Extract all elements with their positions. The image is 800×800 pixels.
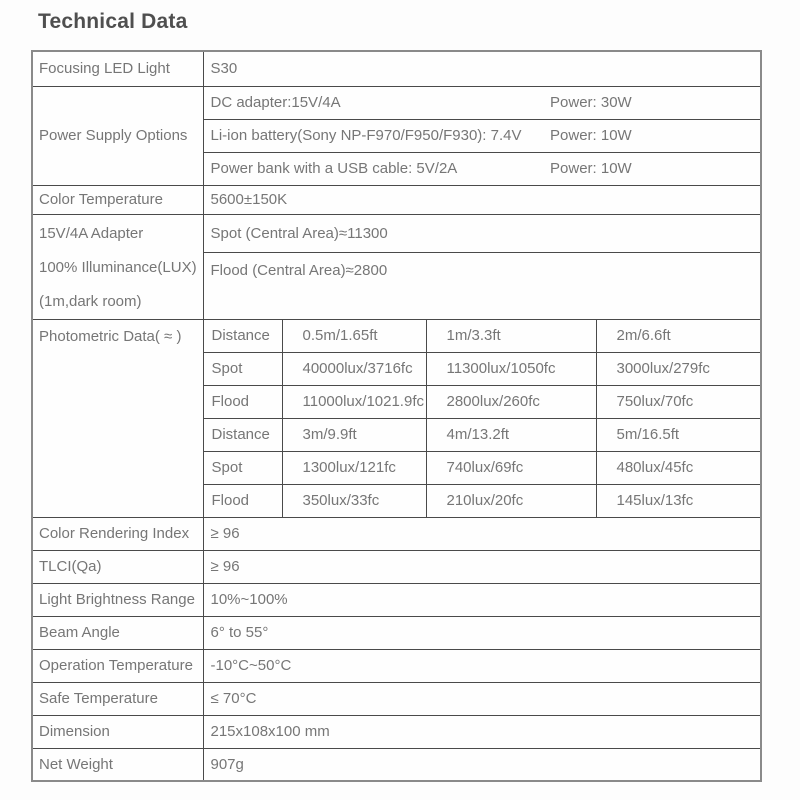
power-option-row: Li-ion battery(Sony NP-F970/F950/F930): … [211,127,761,144]
photometric-cell: 2800lux/260fc [425,384,597,419]
row-value-flood-central: Flood (Central Area)≈2800 [202,251,762,320]
row-label-illuminance: 15V/4A Adapter 100% Illuminance(LUX) (1m… [31,213,204,320]
row-label-brightness-range: Light Brightness Range [31,582,204,617]
power-option-wattage: Power: 30W [550,94,632,111]
table-row: TLCI(Qa) ≥ 96 [31,549,762,584]
row-value-brightness-range: 10%~100% [202,582,762,617]
table-row: Photometric Data( ≈ ) Distance 0.5m/1.65… [31,318,762,518]
illuminance-label-line1: 15V/4A Adapter [39,224,144,242]
photometric-head: Spot [202,450,283,485]
power-option-row: DC adapter:15V/4A Power: 30W [211,94,761,111]
photometric-cell: 350lux/33fc [281,483,427,518]
row-label-color-temperature: Color Temperature [31,184,204,215]
table-row: 15V/4A Adapter 100% Illuminance(LUX) (1m… [31,213,762,320]
photometric-cell: 210lux/20fc [425,483,597,518]
row-label-safe-temperature: Safe Temperature [31,681,204,716]
row-label-net-weight: Net Weight [31,747,204,782]
power-option-desc: Power bank with a USB cable: 5V/2A [210,160,458,177]
table-row: Power Supply Options DC adapter:15V/4A P… [31,85,762,186]
row-label-photometric: Photometric Data( ≈ ) [31,318,204,518]
photometric-head: Flood [202,483,283,518]
row-value-spot-central: Spot (Central Area)≈11300 [202,213,762,253]
photometric-cell: 750lux/70fc [595,384,762,419]
table-row: Power bank with a USB cable: 5V/2A Power… [32,151,762,186]
row-label-power-supply: Power Supply Options [31,85,204,186]
row-value-net-weight: 907g [202,747,762,782]
power-option-desc: Li-ion battery(Sony NP-F970/F950/F930): … [210,127,522,144]
row-label-cri: Color Rendering Index [31,516,204,551]
photometric-cell: 40000lux/3716fc [281,351,427,386]
power-option-cell: Li-ion battery(Sony NP-F970/F950/F930): … [202,118,762,153]
page-title: Technical Data [38,10,188,33]
table-row: Flood (Central Area)≈2800 [32,251,762,320]
table-row: Beam Angle 6° to 55° [31,615,762,650]
photometric-head: Distance [202,417,283,452]
photometric-cell: 1300lux/121fc [281,450,427,485]
row-label-tlci: TLCI(Qa) [31,549,204,584]
photometric-cell: 480lux/45fc [595,450,762,485]
table-row: Net Weight 907g [31,747,762,782]
row-value-safe-temperature: ≤ 70°C [202,681,762,716]
power-option-cell: Power bank with a USB cable: 5V/2A Power… [202,151,762,186]
table-row: Color Temperature 5600±150K [31,184,762,215]
table-row: Li-ion battery(Sony NP-F970/F950/F930): … [32,118,762,153]
photometric-cell: 0.5m/1.65ft [281,318,427,353]
table-row: Flood 11000lux/1021.9fc 2800lux/260fc 75… [32,384,762,419]
photometric-cell: 11000lux/1021.9fc [281,384,427,419]
photometric-cell: 4m/13.2ft [425,417,597,452]
photometric-cell: 3000lux/279fc [595,351,762,386]
row-value-model: S30 [202,50,762,87]
photometric-head: Spot [202,351,283,386]
table-row: Light Brightness Range 10%~100% [31,582,762,617]
power-option-wattage: Power: 10W [550,160,632,177]
row-value-operation-temperature: -10°C~50°C [202,648,762,683]
power-option-cell: DC adapter:15V/4A Power: 30W [202,85,762,120]
row-value-dimension: 215x108x100 mm [202,714,762,749]
table-row: Focusing LED Light S30 [31,50,762,87]
table-row: Spot 1300lux/121fc 740lux/69fc 480lux/45… [32,450,762,485]
row-label-beam-angle: Beam Angle [31,615,204,650]
illuminance-label-line2: 100% Illuminance(LUX) [39,258,197,276]
row-label-operation-temperature: Operation Temperature [31,648,204,683]
table-row: Distance 3m/9.9ft 4m/13.2ft 5m/16.5ft [32,417,762,452]
table-row: Safe Temperature ≤ 70°C [31,681,762,716]
photometric-cell: 5m/16.5ft [595,417,762,452]
photometric-cell: 11300lux/1050fc [425,351,597,386]
row-value-cri: ≥ 96 [202,516,762,551]
photometric-head: Flood [202,384,283,419]
table-row: Spot 40000lux/3716fc 11300lux/1050fc 300… [32,351,762,386]
photometric-cell: 145lux/13fc [595,483,762,518]
table-row: Operation Temperature -10°C~50°C [31,648,762,683]
row-value-color-temperature: 5600±150K [202,184,762,215]
photometric-cell: 3m/9.9ft [281,417,427,452]
power-option-wattage: Power: 10W [550,127,632,144]
illuminance-label-line3: (1m,dark room) [39,292,142,310]
photometric-cell: 2m/6.6ft [595,318,762,353]
technical-data-table: Focusing LED Light S30 Power Supply Opti… [31,50,763,782]
table-row: Flood 350lux/33fc 210lux/20fc 145lux/13f… [32,483,762,518]
power-option-desc: DC adapter:15V/4A [210,94,341,111]
spec-sheet-page: Technical Data Focusing LED Light S30 Po… [31,10,763,782]
photometric-cell: 740lux/69fc [425,450,597,485]
power-option-row: Power bank with a USB cable: 5V/2A Power… [211,160,761,177]
row-value-tlci: ≥ 96 [202,549,762,584]
photometric-cell: 1m/3.3ft [425,318,597,353]
row-label-focusing-led: Focusing LED Light [31,50,204,87]
table-row: Dimension 215x108x100 mm [31,714,762,749]
row-label-dimension: Dimension [31,714,204,749]
row-value-beam-angle: 6° to 55° [202,615,762,650]
photometric-head: Distance [202,318,283,353]
table-row: Color Rendering Index ≥ 96 [31,516,762,551]
